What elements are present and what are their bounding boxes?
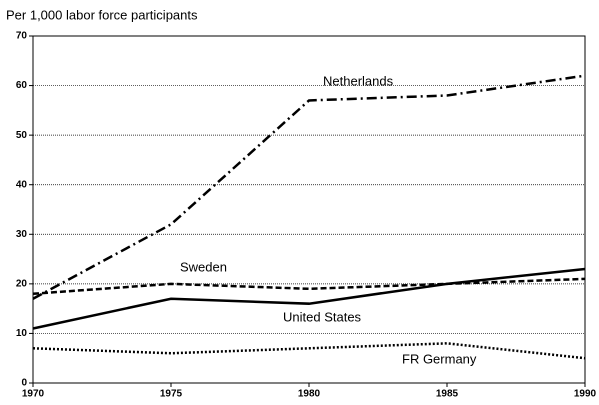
series-label: FR Germany <box>402 351 477 366</box>
y-tick-label: 10 <box>16 328 28 339</box>
x-tick-label: 1970 <box>22 389 45 400</box>
y-tick-label: 0 <box>21 378 27 389</box>
series-label: Sweden <box>180 259 227 274</box>
x-tick-label: 1985 <box>436 389 459 400</box>
y-tick-label: 40 <box>16 179 28 190</box>
series-line <box>32 267 586 330</box>
series-label: Netherlands <box>323 73 394 88</box>
x-tick-label: 1990 <box>574 389 597 400</box>
y-tick-label: 60 <box>16 80 28 91</box>
x-tick-label: 1975 <box>160 389 183 400</box>
x-tick-label: 1980 <box>298 389 321 400</box>
series-label: United States <box>283 309 362 324</box>
y-tick-label: 30 <box>16 229 28 240</box>
y-axis-title: Per 1,000 labor force participants <box>6 7 198 22</box>
series-line <box>32 74 586 300</box>
y-tick-label: 20 <box>16 278 28 289</box>
series-line <box>32 277 586 296</box>
series-line <box>32 342 586 360</box>
y-tick-label: 50 <box>16 130 28 141</box>
plot-frame <box>32 35 586 384</box>
y-tick-label: 70 <box>16 31 28 42</box>
